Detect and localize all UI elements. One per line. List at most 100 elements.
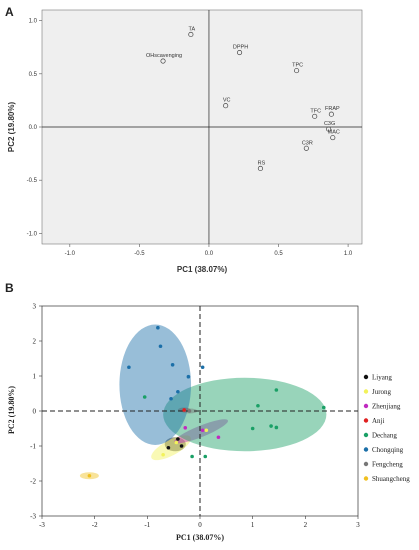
point-jurong bbox=[174, 440, 179, 445]
loading-point bbox=[160, 58, 166, 64]
panel-b-ytick-label: -2 bbox=[30, 478, 36, 486]
panel-a-letter: A bbox=[5, 5, 14, 19]
panel-b-ytick-label: 2 bbox=[33, 338, 37, 346]
loading-point bbox=[326, 126, 332, 132]
panel-b-xtick-label: -2 bbox=[92, 521, 98, 529]
point-dechang bbox=[250, 426, 255, 431]
ellipse-chongqing bbox=[119, 324, 192, 445]
loading-point bbox=[303, 145, 309, 151]
point-dechang bbox=[274, 388, 279, 392]
loading-label: OHscavenging bbox=[146, 53, 182, 59]
legend-marker bbox=[363, 374, 369, 380]
loading-point bbox=[330, 135, 336, 141]
panel-a-ytick-label: -0.5 bbox=[27, 178, 38, 184]
point-dechang bbox=[321, 405, 326, 410]
point-zhenjiang bbox=[183, 426, 188, 430]
panel-b-ytick-label: 1 bbox=[33, 373, 37, 381]
legend-label: Dechang bbox=[372, 432, 397, 440]
panel-b-legend: Liyang Jurong Zhenjiang Anji Dechang Chongqin… bbox=[363, 374, 410, 483]
loading-point bbox=[312, 113, 318, 119]
loading-point bbox=[328, 111, 334, 117]
panel-a-ytick-label: 1.0 bbox=[29, 19, 38, 25]
panel-b-ytick-label: -1 bbox=[30, 443, 36, 451]
point-fengcheng bbox=[187, 409, 192, 413]
loading-label: TFC bbox=[310, 108, 321, 114]
panel-b-xtick-label: 3 bbox=[356, 521, 360, 529]
loading-point bbox=[223, 103, 229, 109]
panel-b-ylabel: PC2 (19.80%) bbox=[7, 386, 16, 434]
loading-label: TPC bbox=[292, 63, 303, 69]
panel-a-xtick-label: 0.5 bbox=[274, 251, 283, 257]
point-chongqing bbox=[127, 365, 131, 370]
legend-marker bbox=[363, 403, 369, 409]
legend-label: Liyang bbox=[372, 374, 392, 382]
panel-a-ytick-label: 0.5 bbox=[29, 72, 38, 78]
point-chongqing bbox=[176, 389, 180, 394]
legend-marker bbox=[363, 461, 369, 467]
point-jurong bbox=[204, 428, 209, 433]
ellipse-dechang bbox=[163, 377, 327, 452]
panel-b-xlabel: PC1 (38.07%) bbox=[176, 533, 224, 542]
point-zhenjiang bbox=[216, 435, 221, 440]
point-chongqing bbox=[170, 363, 175, 367]
point-dechang bbox=[190, 454, 194, 459]
panel-a-xtick-label: 0.0 bbox=[205, 251, 214, 257]
panel-a-ytick-label: -1.0 bbox=[27, 231, 38, 237]
point-liyang bbox=[166, 445, 171, 450]
panel-b-ytick-label: -3 bbox=[30, 513, 36, 521]
point-chongqing bbox=[158, 344, 163, 349]
point-dechang bbox=[256, 403, 260, 408]
panel-b-xtick-label: 0 bbox=[198, 521, 202, 529]
panel-a-ytick-label: 0.0 bbox=[29, 125, 38, 131]
panel-b-ytick-label: 3 bbox=[33, 303, 37, 311]
panel-b-xtick-label: 2 bbox=[304, 521, 308, 529]
panel-a-xtick-label: -1.0 bbox=[65, 251, 76, 257]
point-dechang bbox=[142, 395, 147, 399]
point-chongqing bbox=[169, 396, 173, 401]
legend-label: Fengcheng bbox=[372, 461, 403, 469]
legend-marker bbox=[363, 447, 369, 452]
legend-marker bbox=[363, 418, 369, 423]
loading-label: C3G bbox=[324, 121, 335, 127]
loading-label: DPPH bbox=[233, 45, 248, 51]
panel-a-ylabel: PC2 (19.80%) bbox=[7, 102, 16, 153]
point-chongqing bbox=[156, 325, 160, 330]
legend-marker bbox=[363, 432, 369, 438]
loading-point bbox=[188, 31, 194, 38]
legend-label: Jurong bbox=[372, 388, 392, 396]
legend-marker bbox=[363, 476, 369, 481]
legend-label: Anji bbox=[372, 417, 385, 425]
panel-b-xtick-label: 1 bbox=[251, 521, 255, 529]
ellipse-jurong bbox=[151, 435, 191, 461]
point-dechang bbox=[269, 424, 273, 428]
loading-point bbox=[237, 49, 243, 56]
point-dechang bbox=[274, 425, 279, 430]
loading-label: MAC bbox=[328, 130, 340, 136]
point-shuangcheng bbox=[87, 473, 92, 478]
panel-b-chart: -3 -2 -1 0 1 2 3 3 2 1 0 -1 -2 -3 bbox=[30, 303, 360, 530]
point-chongqing bbox=[200, 365, 205, 370]
panel-a-xtick-label: -0.5 bbox=[134, 251, 145, 257]
point-chongqing bbox=[186, 374, 191, 379]
loading-point bbox=[257, 165, 263, 172]
loading-point bbox=[294, 68, 300, 74]
panel-a-chart: -1.0 -0.5 0.0 0.5 1.0 1.0 0.5 0.0 -0.5 -1.0 TA OHsc… bbox=[27, 10, 362, 257]
loading-label: VC bbox=[223, 98, 231, 104]
panel-b-xtick-label: -3 bbox=[39, 521, 45, 529]
legend-marker bbox=[363, 389, 369, 394]
loading-label: FRAP bbox=[325, 106, 340, 112]
point-liyang bbox=[176, 437, 180, 441]
panel-a-xtick-label: 1.0 bbox=[344, 251, 353, 257]
legend-label: Chongqing bbox=[372, 446, 404, 454]
panel-a-xlabel: PC1 (38.07%) bbox=[177, 265, 228, 274]
panel-b-xtick-label: -1 bbox=[144, 521, 150, 529]
point-zhenjiang bbox=[200, 428, 205, 433]
loading-label: TA bbox=[189, 26, 196, 32]
point-jurong bbox=[161, 452, 165, 457]
ellipse-zhenjiang bbox=[174, 419, 228, 444]
point-anji bbox=[182, 408, 186, 412]
loading-label: RS bbox=[258, 160, 266, 166]
legend-label: Shuangcheng bbox=[372, 475, 410, 483]
loading-label: C3R bbox=[302, 140, 313, 146]
